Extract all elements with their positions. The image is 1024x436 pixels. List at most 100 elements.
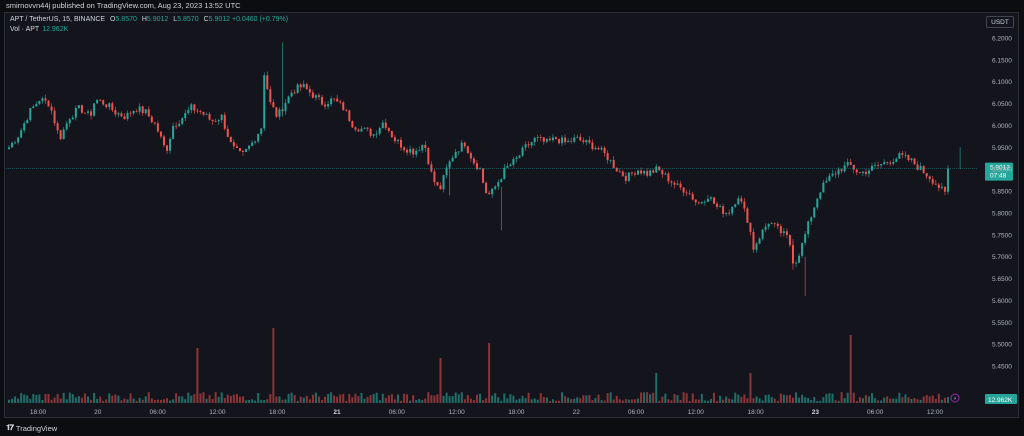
candle-body [457,151,460,153]
volume-bar [187,392,190,403]
candle-body [68,119,71,124]
volume-legend[interactable]: Vol · APT 12.962K [10,26,68,33]
candle-body [703,201,706,203]
volume-bar [916,399,919,403]
candle-body [433,171,436,183]
tradingview-logo[interactable]: 𝟏𝟕 TradingView [6,423,57,433]
candle-body [576,136,579,138]
volume-bar [600,400,603,403]
symbol-name[interactable]: APT / TetherUS, 15, BINANCE [10,16,106,23]
alert-icon[interactable] [950,393,960,403]
volume-bar [150,398,153,403]
time-tick-label: 12:00 [209,409,226,416]
candle-body [913,158,916,165]
volume-bar [719,395,722,403]
candle-body [901,153,904,155]
candle-body [87,111,90,113]
candle-body [135,110,138,112]
volume-bar [685,393,688,403]
volume-bar [813,397,816,403]
volume-bar [336,396,339,403]
candle-body [357,129,360,132]
candle-body [870,165,873,171]
volume-bar [798,397,801,403]
candle-body [867,170,870,174]
volume-bar [372,394,375,403]
volume-bar [287,393,290,403]
volume-label[interactable]: Vol · APT [10,26,40,33]
brand-name: TradingView [15,423,58,433]
candle-body [849,162,852,165]
volume-bar [348,394,351,403]
volume-bar [427,392,430,403]
volume-bar [585,395,588,403]
candle-body [694,199,697,203]
candle-body [582,140,585,143]
candle-body [90,111,93,116]
candle-body [311,92,314,98]
candle-body [880,164,883,166]
candle-body [801,242,804,256]
candle-body [415,150,418,155]
candle-body [886,162,889,164]
symbol-legend[interactable]: APT / TetherUS, 15, BINANCE O5.8570 H5.9… [10,16,288,23]
volume-bar [38,394,41,403]
candle-body [497,182,500,187]
candle-body [278,109,281,117]
volume-bar [245,400,248,403]
volume-bar [579,398,582,403]
volume-bar [612,399,615,403]
volume-bar [205,398,208,403]
volume-badge-value: 12.962K [988,397,1013,404]
currency-button[interactable]: USDT [986,16,1014,28]
candle-body [895,158,898,162]
volume-bar [293,395,296,403]
candle-body [892,161,895,164]
volume-bar [536,399,539,403]
volume-bar [351,397,354,403]
candle-body [752,231,755,250]
candle-body [71,117,74,120]
volume-bar [363,398,366,403]
volume-bar [700,393,703,403]
price-tick-label: 5.6500 [992,276,1012,283]
time-tick-label: 21 [333,409,341,416]
candle-body [491,188,494,195]
volume-bar [263,400,266,403]
volume-bar [831,393,834,403]
candle-body [907,154,910,160]
candle-body [384,122,387,129]
candle-body [804,234,807,243]
candle-body [548,138,551,141]
volume-bar [330,392,333,403]
candle-body [80,105,83,113]
volume-bar [147,392,150,403]
volume-bar [102,400,105,403]
volume-bar [162,399,165,403]
volume-bar [524,398,527,403]
volume-bar [779,393,782,403]
time-tick-label: 18:00 [30,409,47,416]
volume-bar [333,395,336,403]
candle-body [825,180,828,183]
candle-body [257,133,260,142]
low-label: L [173,16,178,23]
volume-bar [834,400,837,403]
candle-body [251,142,254,146]
candle-body [369,128,372,136]
candle-body [50,106,53,111]
candle-body [679,183,682,188]
candle-body [26,120,29,124]
volume-bar [919,399,922,403]
volume-bar [664,393,667,403]
candle-body [333,98,336,100]
volume-bar [184,399,187,403]
candle-body [637,170,640,175]
candle-body [630,172,633,174]
candle-body [475,163,478,170]
candle-body [390,130,393,138]
volume-bar [90,399,93,403]
volume-bar [937,393,940,403]
volume-bar [877,400,880,403]
